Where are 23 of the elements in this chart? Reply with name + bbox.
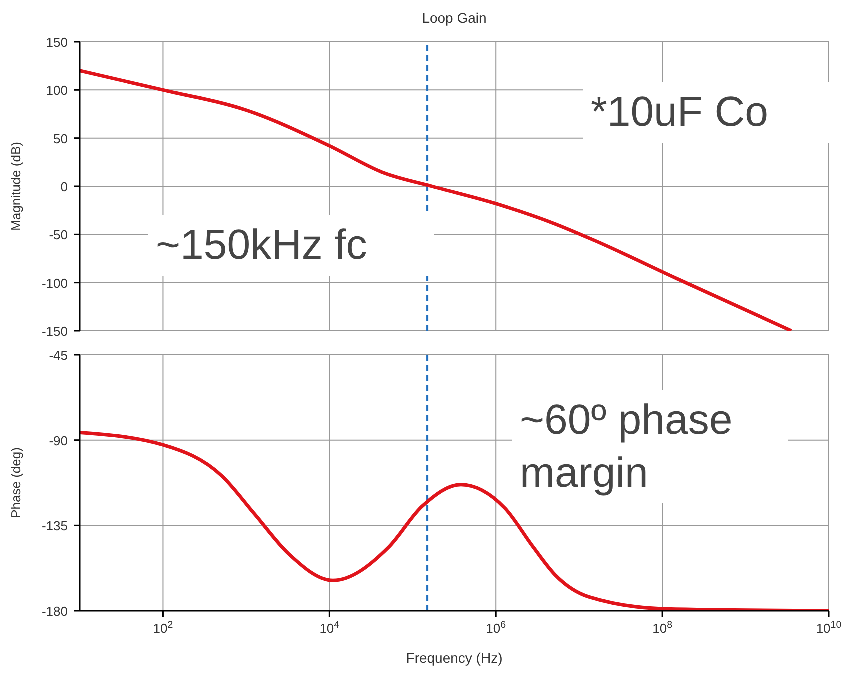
y-tick-label: -45: [49, 348, 68, 363]
chart-title: Loop Gain: [421, 10, 488, 26]
y-tick-label: -135: [42, 518, 68, 534]
y-axis-title: Phase (deg): [8, 448, 24, 518]
x-tick-label: 10$^{8}$: [652, 620, 673, 636]
y-tick-label: 0: [60, 180, 68, 194]
y-tick-label: 50: [54, 131, 68, 146]
x-tick-label: 10$^{6}$: [486, 620, 506, 636]
x-tick-label: 10$^{2}$: [153, 620, 174, 636]
annotation: *10uF Co: [583, 82, 829, 142]
y-tick-label: -180: [42, 604, 68, 619]
x-tick-label: 10$^{4}$: [320, 620, 340, 636]
y-axis-title: Magnitude (dB): [8, 142, 24, 231]
y-tick-label: -150: [42, 324, 68, 339]
y-tick-label: -50: [49, 228, 68, 243]
annotation: ~150kHz fc: [148, 215, 434, 276]
y-tick-label: 100: [46, 83, 68, 98]
y-tick-label: -100: [42, 276, 68, 291]
y-tick-label: 150: [46, 35, 68, 50]
x-axis-title: Frequency (Hz): [406, 650, 503, 666]
y-tick-label: -90: [49, 433, 68, 448]
annotation: ~60º phase margin: [512, 390, 788, 503]
x-tick-label: 10$^{10}$: [816, 620, 842, 636]
